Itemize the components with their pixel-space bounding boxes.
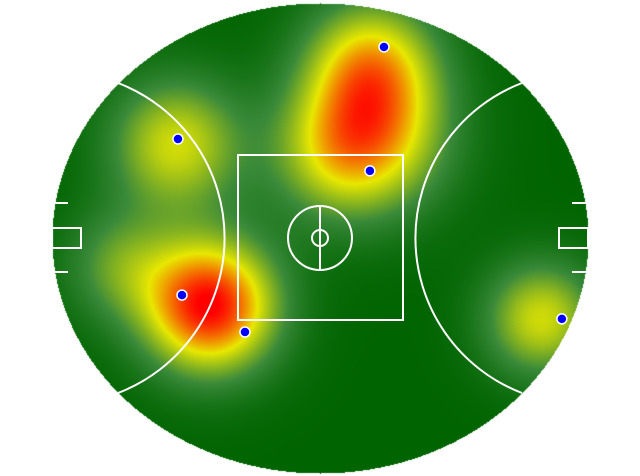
right-50m-arc: [414, 82, 523, 394]
right-goal-square: [558, 227, 589, 249]
left-goal-square: [51, 227, 82, 249]
data-point: [172, 133, 184, 145]
left-50m-arc: [117, 82, 226, 394]
data-point: [176, 289, 188, 301]
centre-square: [237, 154, 404, 321]
data-point: [378, 41, 390, 53]
data-point: [556, 313, 568, 325]
data-point: [364, 165, 376, 177]
data-point: [239, 326, 251, 338]
